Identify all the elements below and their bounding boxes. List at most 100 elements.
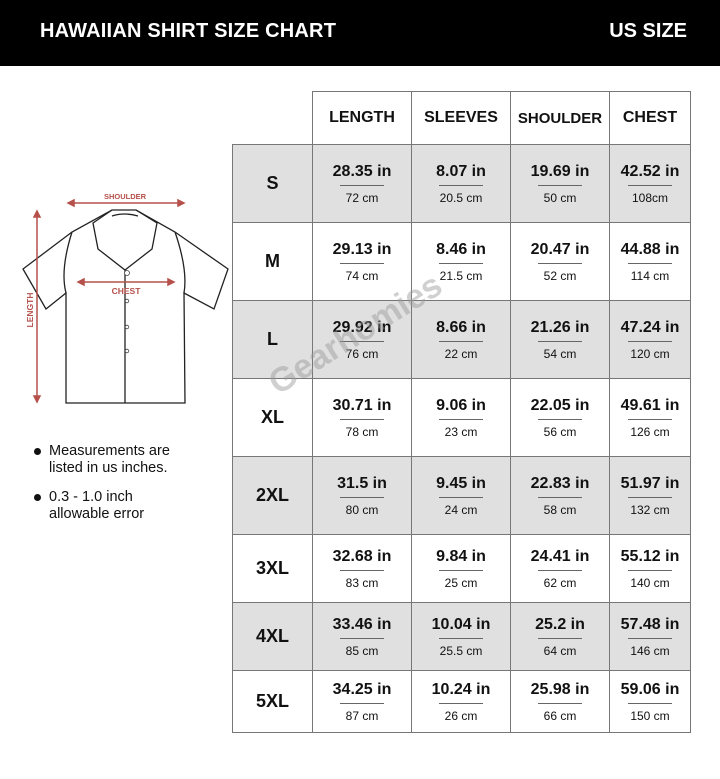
inch-value: 22.83 in bbox=[530, 474, 590, 492]
measurement-cell: 55.12 in 140 cm bbox=[609, 534, 691, 603]
inch-value: 25.2 in bbox=[535, 615, 585, 633]
note-text: 0.3 - 1.0 inch allowable error bbox=[49, 489, 145, 522]
size-table: LENGTH SLEEVES SHOULDER CHEST S 28.35 in 7… bbox=[232, 91, 691, 733]
bullet-icon bbox=[34, 494, 41, 501]
cm-value: 20.5 cm bbox=[439, 190, 483, 205]
inch-value: 8.66 in bbox=[436, 318, 486, 336]
column-header-sleeves: SLEEVES bbox=[411, 91, 511, 145]
inch-value: 55.12 in bbox=[620, 547, 680, 565]
inch-value: 59.06 in bbox=[620, 680, 680, 698]
divider bbox=[439, 340, 483, 342]
measurement-cell: 42.52 in 108cm bbox=[609, 144, 691, 223]
inch-value: 57.48 in bbox=[620, 615, 680, 633]
measurement-cell: 24.41 in 62 cm bbox=[510, 534, 610, 603]
inch-value: 51.97 in bbox=[620, 474, 680, 492]
divider bbox=[340, 340, 384, 342]
inch-value: 47.24 in bbox=[620, 318, 680, 336]
measurement-cell: 25.2 in 64 cm bbox=[510, 602, 610, 671]
measurement-cell: 59.06 in 150 cm bbox=[609, 670, 691, 733]
table-row: 2XL 31.5 in 80 cm 9.45 in 24 cm 22.83 in 58 cm… bbox=[232, 456, 691, 535]
cm-value: 25.5 cm bbox=[439, 643, 483, 658]
divider bbox=[628, 418, 672, 420]
table-row: 4XL 33.46 in 85 cm 10.04 in 25.5 cm 25.2 in 64… bbox=[232, 602, 691, 671]
inch-value: 22.05 in bbox=[530, 396, 590, 414]
inch-value: 19.69 in bbox=[530, 162, 590, 180]
column-header-length: LENGTH bbox=[312, 91, 412, 145]
measurement-cell: 57.48 in 146 cm bbox=[609, 602, 691, 671]
size-label: S bbox=[232, 144, 313, 223]
measurement-cell: 10.04 in 25.5 cm bbox=[411, 602, 511, 671]
divider bbox=[439, 569, 483, 571]
measurement-cell: 51.97 in 132 cm bbox=[609, 456, 691, 535]
cm-value: 22 cm bbox=[444, 346, 478, 361]
measurement-cell: 9.45 in 24 cm bbox=[411, 456, 511, 535]
cm-value: 24 cm bbox=[444, 502, 478, 517]
measurement-cell: 9.06 in 23 cm bbox=[411, 378, 511, 457]
divider bbox=[340, 184, 384, 186]
inch-value: 9.06 in bbox=[436, 396, 486, 414]
cm-value: 132 cm bbox=[630, 502, 670, 517]
size-label: 2XL bbox=[232, 456, 313, 535]
cm-value: 126 cm bbox=[630, 424, 670, 439]
divider bbox=[340, 702, 384, 704]
cm-value: 52 cm bbox=[543, 268, 577, 283]
header-bar: HAWAIIAN SHIRT SIZE CHART US SIZE bbox=[0, 0, 720, 66]
measurement-cell: 20.47 in 52 cm bbox=[510, 222, 610, 301]
divider bbox=[538, 702, 582, 704]
size-label: 3XL bbox=[232, 534, 313, 603]
inch-value: 10.04 in bbox=[431, 615, 491, 633]
table-row: S 28.35 in 72 cm 8.07 in 20.5 cm 19.69 in 50 c… bbox=[232, 144, 691, 223]
inch-value: 25.98 in bbox=[530, 680, 590, 698]
measurement-cell: 21.26 in 54 cm bbox=[510, 300, 610, 379]
note-item: 0.3 - 1.0 inch allowable error bbox=[34, 489, 189, 523]
measurement-cell: 49.61 in 126 cm bbox=[609, 378, 691, 457]
note-item: Measurements are listed in us inches. bbox=[34, 443, 189, 477]
measurement-cell: 33.46 in 85 cm bbox=[312, 602, 412, 671]
divider bbox=[628, 262, 672, 264]
size-label: XL bbox=[232, 378, 313, 457]
divider bbox=[340, 418, 384, 420]
inch-value: 21.26 in bbox=[530, 318, 590, 336]
cm-value: 54 cm bbox=[543, 346, 577, 361]
measurement-cell: 22.83 in 58 cm bbox=[510, 456, 610, 535]
cm-value: 83 cm bbox=[345, 575, 379, 590]
cm-value: 58 cm bbox=[543, 502, 577, 517]
cm-value: 26 cm bbox=[444, 708, 478, 723]
divider bbox=[439, 702, 483, 704]
inch-value: 29.13 in bbox=[332, 240, 392, 258]
cm-value: 140 cm bbox=[630, 575, 670, 590]
cm-value: 80 cm bbox=[345, 502, 379, 517]
cm-value: 56 cm bbox=[543, 424, 577, 439]
divider bbox=[340, 569, 384, 571]
divider bbox=[538, 340, 582, 342]
table-row: XL 30.71 in 78 cm 9.06 in 23 cm 22.05 in 56 cm… bbox=[232, 378, 691, 457]
divider bbox=[628, 569, 672, 571]
table-header-row: LENGTH SLEEVES SHOULDER CHEST bbox=[232, 91, 691, 145]
measurement-cell: 10.24 in 26 cm bbox=[411, 670, 511, 733]
divider bbox=[538, 262, 582, 264]
measurement-cell: 9.84 in 25 cm bbox=[411, 534, 511, 603]
inch-value: 33.46 in bbox=[332, 615, 392, 633]
cm-value: 85 cm bbox=[345, 643, 379, 658]
table-row: L 29.92 in 76 cm 8.66 in 22 cm 21.26 in 54 cm 4… bbox=[232, 300, 691, 379]
inch-value: 31.5 in bbox=[337, 474, 387, 492]
notes: Measurements are listed in us inches. 0.… bbox=[34, 443, 189, 535]
cm-value: 76 cm bbox=[345, 346, 379, 361]
inch-value: 20.47 in bbox=[530, 240, 590, 258]
cm-value: 62 cm bbox=[543, 575, 577, 590]
divider bbox=[628, 340, 672, 342]
table-row: 5XL 34.25 in 87 cm 10.24 in 26 cm 25.98 in 66 … bbox=[232, 670, 691, 733]
table-row: 3XL 32.68 in 83 cm 9.84 in 25 cm 24.41 in 62 c… bbox=[232, 534, 691, 603]
divider bbox=[439, 262, 483, 264]
divider bbox=[439, 418, 483, 420]
measurement-cell: 34.25 in 87 cm bbox=[312, 670, 412, 733]
divider bbox=[628, 702, 672, 704]
shirt-diagram: SHOULDER CHEST LENGTH bbox=[22, 192, 229, 404]
measurement-cell: 47.24 in 120 cm bbox=[609, 300, 691, 379]
column-header-shoulder: SHOULDER bbox=[510, 91, 610, 145]
divider bbox=[340, 496, 384, 498]
cm-value: 146 cm bbox=[630, 643, 670, 658]
cm-value: 72 cm bbox=[345, 190, 379, 205]
cm-value: 87 cm bbox=[345, 708, 379, 723]
cm-value: 64 cm bbox=[543, 643, 577, 658]
